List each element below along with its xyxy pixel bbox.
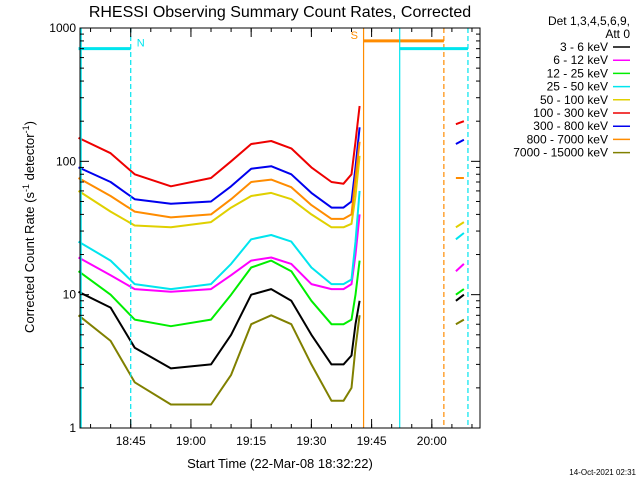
x-tick-label: 19:15 bbox=[236, 434, 266, 448]
legend-entry-label: 7000 - 15000 keV bbox=[513, 146, 608, 160]
y-axis-label-end: ) bbox=[22, 121, 37, 125]
series-line bbox=[78, 105, 361, 188]
y-axis-label: Corrected Count Rate (s-1 detector-1) bbox=[21, 121, 37, 333]
legend-header-line-1: Det 1,3,4,5,6,9, bbox=[548, 14, 630, 28]
legend-entry-label: 12 - 25 keV bbox=[547, 66, 608, 80]
y-axis-label-exp2: -1 bbox=[21, 125, 31, 133]
series-line bbox=[78, 141, 361, 220]
x-tick-label: 19:00 bbox=[176, 434, 206, 448]
legend-entry-label: 100 - 300 keV bbox=[533, 106, 608, 120]
y-tick-label: 1 bbox=[69, 421, 76, 435]
y-tick-label: 100 bbox=[56, 154, 76, 168]
legend-header-line-2: Att 0 bbox=[605, 27, 630, 41]
x-tick-label: 19:30 bbox=[296, 434, 326, 448]
series-line bbox=[78, 127, 361, 209]
legend-entry-label: 6 - 12 keV bbox=[553, 53, 608, 67]
legend-entry-label: 300 - 800 keV bbox=[533, 119, 608, 133]
axes: 1 10 100 1000 18:45 19:00 19:15 19:30 19:45 20:00 bbox=[49, 21, 481, 448]
y-tick-label: 1000 bbox=[49, 21, 76, 35]
x-axis-label: Start Time (22-Mar-08 18:32:22) bbox=[187, 456, 373, 471]
x-tick-label: 20:00 bbox=[417, 434, 447, 448]
series-line bbox=[455, 232, 465, 241]
series-line bbox=[455, 221, 465, 229]
series-line bbox=[455, 138, 465, 145]
series-line bbox=[77, 155, 361, 229]
plot-frame bbox=[79, 27, 481, 429]
y-axis-label-mid: detector bbox=[22, 133, 37, 184]
footer-timestamp: 14-Oct-2021 02:31 bbox=[569, 468, 636, 477]
annotation-label: N bbox=[137, 38, 145, 50]
series-line bbox=[77, 190, 361, 291]
x-tick-label: 18:45 bbox=[116, 434, 146, 448]
y-axis-label-main: Corrected Count Rate (s bbox=[22, 192, 37, 333]
annotation-bars: NS bbox=[78, 28, 469, 428]
series-line bbox=[78, 288, 361, 370]
y-tick-label: 10 bbox=[63, 288, 77, 302]
series-lines bbox=[77, 105, 465, 406]
series-line bbox=[455, 263, 465, 272]
legend-entry-label: 50 - 100 keV bbox=[540, 93, 608, 107]
series-line bbox=[78, 214, 361, 293]
series-line bbox=[77, 314, 361, 406]
series-line bbox=[455, 288, 465, 296]
annotation-label: S bbox=[351, 30, 358, 42]
series-line bbox=[455, 120, 465, 126]
series-line bbox=[455, 318, 465, 326]
series-line bbox=[77, 259, 361, 328]
series-line bbox=[455, 293, 465, 302]
chart-title: RHESSI Observing Summary Count Rates, Co… bbox=[89, 4, 471, 21]
x-tick-label: 19:45 bbox=[357, 434, 387, 448]
legend-entry-label: 25 - 50 keV bbox=[547, 80, 608, 94]
legend-entry-label: 3 - 6 keV bbox=[560, 40, 608, 54]
y-axis-label-exp1: -1 bbox=[21, 184, 31, 192]
legend-entry-label: 800 - 7000 keV bbox=[527, 132, 608, 146]
